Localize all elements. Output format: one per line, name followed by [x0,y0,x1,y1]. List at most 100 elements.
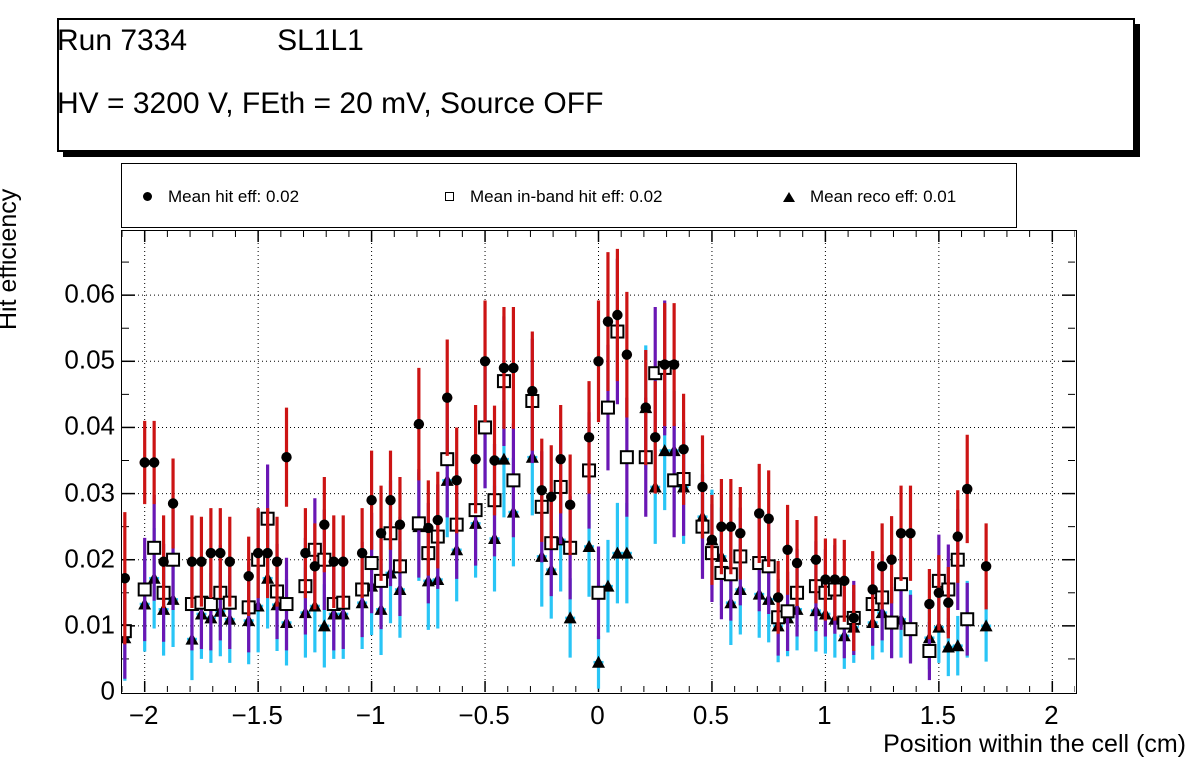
data-point-filled-circle [527,385,538,397]
data-point-filled-circle [205,547,217,559]
data-point-filled-circle [659,359,670,370]
title-line-run: Run 7334 SL1L1 [57,24,364,58]
x-tick-label: −1 [355,700,386,730]
data-point-filled-circle [139,457,150,468]
title-line-conditions: HV = 3200 V, FEth = 20 mV, Source OFF [57,87,604,120]
x-axis-label: Position within the cell (cm) [883,730,1186,758]
data-point-filled-circle [196,556,207,567]
data-point-filled-circle [281,452,292,463]
data-point-filled-circle [895,528,907,539]
x-tick-label: 1 [817,700,832,730]
open-square-marker-icon [434,192,464,201]
data-point-filled-circle [640,402,651,413]
data-point-filled-circle [479,356,491,367]
data-point-open-square [884,615,899,630]
data-point-filled-circle [328,556,339,567]
legend-label-inband-hit-eff: Mean in-band hit eff: 0.02 [470,186,663,206]
data-point-filled-triangle [979,619,993,632]
data-point-filled-circle [839,575,850,587]
data-point-filled-circle [186,556,198,567]
data-point-filled-circle [224,556,235,567]
data-point-filled-circle [489,455,500,466]
plot-svg [122,231,1075,692]
data-point-open-square [411,516,426,531]
plot-frame [121,230,1077,694]
data-point-filled-circle [848,612,859,624]
data-point-filled-circle [962,483,973,495]
data-point-open-square [960,612,975,627]
x-tick-label: −1.5 [231,700,283,730]
data-point-filled-circle [612,309,623,321]
data-point-filled-circle [583,432,595,443]
data-point-filled-circle [867,584,878,595]
data-point-filled-circle [810,554,822,565]
legend-label-hit-eff: Mean hit eff: 0.02 [168,186,300,206]
data-point-filled-circle [924,598,935,610]
data-point-filled-triangle [317,619,331,632]
data-point-filled-circle [385,494,396,506]
data-point-filled-circle [905,528,916,539]
data-point-open-square [591,585,606,600]
data-point-filled-circle [536,485,547,496]
data-point-filled-circle [262,547,273,559]
y-tick-labels: 0 0.01 0.02 0.03 0.04 0.05 0.06 [5,0,115,772]
data-point-filled-circle [215,547,226,559]
legend-entry-inband-hit-eff[interactable]: Mean in-band hit eff: 0.02 [434,164,663,229]
x-tick-label: 0 [590,700,605,730]
data-point-filled-circle [442,392,453,403]
data-point-open-square [478,420,493,435]
y-tick-label: 0.06 [64,278,115,309]
data-point-filled-circle [356,547,368,559]
data-point-open-square [506,473,521,488]
data-point-filled-circle [423,522,434,534]
data-point-filled-circle [952,531,963,542]
data-point-filled-circle [829,574,841,585]
y-tick-label: 0.02 [64,543,115,574]
series-filled-circle [122,248,992,651]
series-filled-triangle [122,345,993,689]
x-tick-label: 1.5 [919,700,956,730]
data-point-filled-circle [167,498,179,509]
data-point-filled-circle [243,571,254,582]
data-point-filled-triangle [563,611,577,624]
data-point-filled-circle [668,359,680,370]
y-tick-label: 0.01 [64,609,115,640]
data-point-filled-circle [820,574,831,585]
data-point-open-square [600,400,615,415]
data-point-filled-circle [271,556,283,567]
data-point-filled-triangle [497,452,511,465]
data-point-filled-circle [413,418,425,430]
legend-entry-reco-eff[interactable]: Mean reco eff: 0.01 [774,164,956,229]
data-point-filled-circle [555,453,566,465]
data-point-open-square [166,552,181,567]
data-point-filled-circle [763,513,774,524]
data-point-filled-circle [725,521,737,532]
x-tick-label: −2 [128,700,159,730]
data-point-filled-circle [886,554,897,565]
legend-entry-hit-eff[interactable]: Mean hit eff: 0.02 [132,164,299,229]
data-point-open-square [137,582,152,597]
data-point-filled-circle [735,528,746,539]
legend-label-reco-eff: Mean reco eff: 0.01 [810,186,957,206]
data-point-filled-circle [470,453,481,465]
data-point-filled-circle [394,519,406,530]
data-point-filled-circle [678,444,689,455]
data-point-filled-circle [876,561,888,572]
data-point-filled-circle [754,508,765,519]
data-point-filled-circle [772,592,784,603]
data-point-filled-circle [564,499,576,511]
data-point-filled-circle [980,561,992,572]
data-point-filled-circle [621,349,633,360]
data-point-open-square [279,597,294,612]
data-point-open-square [203,597,218,612]
data-point-filled-circle [148,457,160,468]
data-point-filled-circle [716,521,727,532]
data-point-filled-circle [158,556,169,567]
data-point-filled-circle [319,519,330,530]
filled-triangle-marker-icon [774,191,804,202]
data-point-filled-triangle [592,655,605,668]
data-point-filled-triangle [610,546,624,559]
data-point-filled-triangle [620,546,634,559]
data-point-open-square [364,556,379,571]
